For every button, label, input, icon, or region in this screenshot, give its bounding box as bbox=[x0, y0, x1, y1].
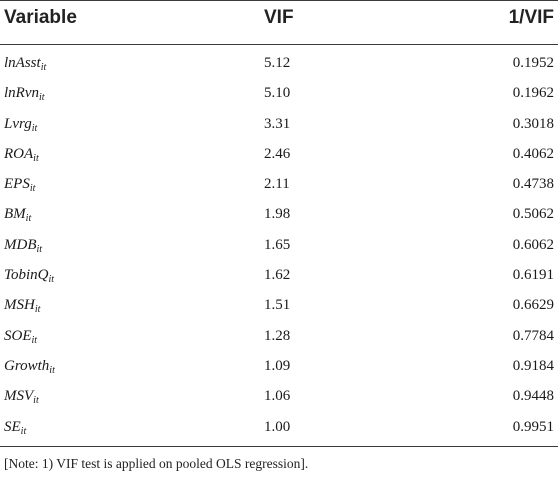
cell-variable: SOEit bbox=[4, 327, 38, 346]
cell-vif: 1.51 bbox=[264, 297, 291, 314]
header-variable: Variable bbox=[4, 7, 77, 28]
variable-subscript: it bbox=[29, 183, 36, 195]
variable-name: EPS bbox=[4, 176, 30, 193]
cell-inverse-vif: 0.6629 bbox=[512, 297, 554, 314]
cell-variable: lnAsstit bbox=[4, 55, 47, 73]
table-row: Lvrgit 3.31 0.3018 bbox=[0, 112, 558, 142]
cell-vif: 1.09 bbox=[264, 357, 291, 374]
variable-subscript: it bbox=[48, 274, 55, 286]
variable-subscript: it bbox=[40, 62, 47, 73]
variable-subscript: it bbox=[31, 334, 38, 346]
cell-variable: BMit bbox=[4, 206, 32, 225]
variable-name: TobinQ bbox=[4, 267, 49, 284]
variable-name: SE bbox=[4, 418, 21, 435]
cell-vif: 1.00 bbox=[264, 418, 291, 435]
cell-variable: Lvrgit bbox=[4, 115, 38, 134]
variable-subscript: it bbox=[31, 122, 38, 134]
variable-subscript: it bbox=[36, 243, 43, 255]
cell-inverse-vif: 0.9184 bbox=[512, 357, 554, 374]
table-row: Growthit 1.09 0.9184 bbox=[0, 354, 558, 384]
variable-subscript: it bbox=[49, 364, 55, 376]
cell-variable: Growthit bbox=[4, 357, 55, 376]
header-vif: VIF bbox=[264, 7, 294, 28]
variable-name: Lvrg bbox=[4, 115, 32, 132]
cell-inverse-vif: 0.7784 bbox=[512, 327, 554, 344]
table-row: lnRvnit 5.10 0.1962 bbox=[0, 81, 558, 111]
variable-subscript: it bbox=[33, 395, 39, 407]
cell-vif: 5.10 bbox=[264, 85, 291, 102]
cell-vif: 2.46 bbox=[264, 145, 291, 162]
cell-inverse-vif: 0.3018 bbox=[512, 115, 554, 132]
variable-name: MDB bbox=[4, 236, 37, 253]
variable-subscript: it bbox=[20, 425, 27, 437]
cell-variable: SEit bbox=[4, 418, 27, 437]
table-row: MSVit 1.06 0.9448 bbox=[0, 384, 558, 414]
cell-vif: 3.31 bbox=[264, 115, 291, 132]
header-rule bbox=[0, 44, 558, 45]
cell-inverse-vif: 0.9448 bbox=[512, 388, 554, 405]
cell-inverse-vif: 0.4062 bbox=[512, 145, 554, 162]
cell-inverse-vif: 0.9951 bbox=[512, 418, 554, 435]
table-row: SOEit 1.28 0.7784 bbox=[0, 324, 558, 354]
variable-name: MSH bbox=[4, 297, 35, 314]
table-row: MSHit 1.51 0.6629 bbox=[0, 293, 558, 323]
cell-variable: MSVit bbox=[4, 388, 39, 407]
table-row: EPSit 2.11 0.4738 bbox=[0, 172, 558, 202]
variable-name: SOE bbox=[4, 327, 32, 344]
table-row: ROAit 2.46 0.4062 bbox=[0, 142, 558, 172]
cell-variable: ROAit bbox=[4, 145, 39, 164]
cell-vif: 1.28 bbox=[264, 327, 291, 344]
variable-name: lnAsst bbox=[4, 55, 41, 71]
header-inverse-vif: 1/VIF bbox=[508, 7, 554, 28]
cell-inverse-vif: 0.6191 bbox=[512, 267, 554, 284]
cell-vif: 1.98 bbox=[264, 206, 291, 223]
table-header: Variable VIF 1/VIF bbox=[0, 0, 558, 44]
variable-subscript: it bbox=[25, 213, 32, 225]
cell-inverse-vif: 0.1952 bbox=[512, 55, 554, 71]
variable-subscript: it bbox=[33, 152, 39, 164]
cell-inverse-vif: 0.6062 bbox=[512, 236, 554, 253]
cell-vif: 1.06 bbox=[264, 388, 291, 405]
table-note: [Note: 1) VIF test is applied on pooled … bbox=[4, 456, 309, 471]
table-bottom-rule bbox=[0, 446, 558, 447]
table-top-rule bbox=[0, 0, 558, 1]
table-row: lnAsstit 5.12 0.1952 bbox=[0, 51, 558, 81]
table-row: BMit 1.98 0.5062 bbox=[0, 202, 558, 232]
variable-name: Growth bbox=[4, 357, 50, 374]
cell-inverse-vif: 0.5062 bbox=[512, 206, 554, 223]
cell-vif: 5.12 bbox=[264, 55, 291, 71]
cell-vif: 1.65 bbox=[264, 236, 291, 253]
cell-inverse-vif: 0.1962 bbox=[512, 85, 554, 102]
cell-vif: 2.11 bbox=[264, 176, 290, 193]
variable-subscript: it bbox=[34, 304, 41, 316]
cell-variable: MSHit bbox=[4, 297, 41, 316]
variable-subscript: it bbox=[39, 92, 45, 104]
cell-variable: TobinQit bbox=[4, 267, 55, 286]
variable-name: MSV bbox=[4, 388, 34, 405]
variable-name: ROA bbox=[4, 145, 34, 162]
table-row: MDBit 1.65 0.6062 bbox=[0, 233, 558, 263]
cell-variable: MDBit bbox=[4, 236, 43, 255]
cell-vif: 1.62 bbox=[264, 267, 291, 284]
cell-variable: EPSit bbox=[4, 176, 36, 195]
table-body: lnAsstit 5.12 0.1952 lnRvnit 5.10 0.1962 Lvrgi… bbox=[0, 51, 558, 445]
cell-inverse-vif: 0.4738 bbox=[512, 176, 554, 193]
variable-name: lnRvn bbox=[4, 85, 39, 102]
cell-variable: lnRvnit bbox=[4, 85, 45, 104]
table-row: SEit 1.00 0.9951 bbox=[0, 415, 558, 445]
variable-name: BM bbox=[4, 206, 26, 223]
table-row: TobinQit 1.62 0.6191 bbox=[0, 263, 558, 293]
